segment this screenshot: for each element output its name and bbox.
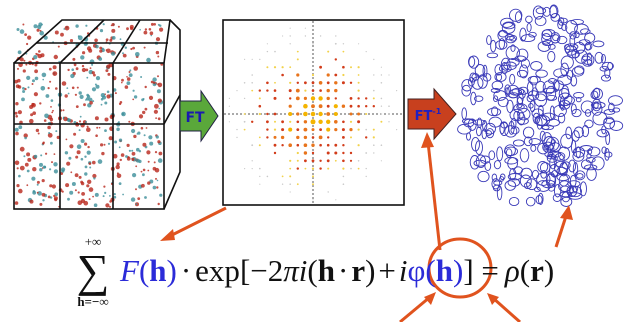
- callout-arrow-bottom-right: [492, 296, 521, 322]
- ft-inverse-label: FT-1: [415, 107, 442, 124]
- diffraction-pattern-panel: [222, 19, 405, 206]
- callout-arrow-head: [160, 229, 175, 241]
- symbol-rho: ρ: [504, 253, 520, 288]
- sum-upper-limit: +∞: [85, 234, 102, 249]
- callout-arrow-phase-to-inverse-ft: [426, 141, 442, 251]
- symbol-h: h: [149, 253, 166, 288]
- ft-forward-label: FT: [185, 110, 205, 126]
- diffraction-spots: [228, 27, 398, 201]
- phase-highlight-circle: [427, 237, 493, 299]
- structure-factor-equation: +∞ ∑ h=−∞ F(h) · exp[−2πi(h·r)+iφ(h)] = ρ(r…: [77, 234, 555, 309]
- ft-inverse-arrow: FT-1: [407, 87, 457, 141]
- callout-arrow-head: [421, 132, 434, 148]
- callout-arrows: [160, 132, 573, 322]
- callout-arrow-head: [560, 205, 573, 220]
- symbol-F: F: [119, 253, 140, 288]
- crystal-molecule-dots: [14, 22, 164, 208]
- equation-body: F(h) · exp[−2πi(h·r)+iφ(h)] = ρ(r): [119, 253, 554, 288]
- callout-arrow-to-f-h: [165, 206, 227, 240]
- callout-arrow-head: [424, 292, 436, 305]
- crystal-lattice: [13, 19, 181, 210]
- symbol-phi: φ: [408, 253, 426, 288]
- callout-arrow-head: [487, 293, 499, 305]
- sum-lower-limit: h=−∞: [77, 294, 108, 309]
- callout-arrow-bottom-left: [399, 295, 431, 322]
- electron-density-map: [457, 4, 624, 207]
- summation-symbol: ∑: [77, 245, 110, 296]
- ft-forward-arrow: FT: [179, 89, 219, 143]
